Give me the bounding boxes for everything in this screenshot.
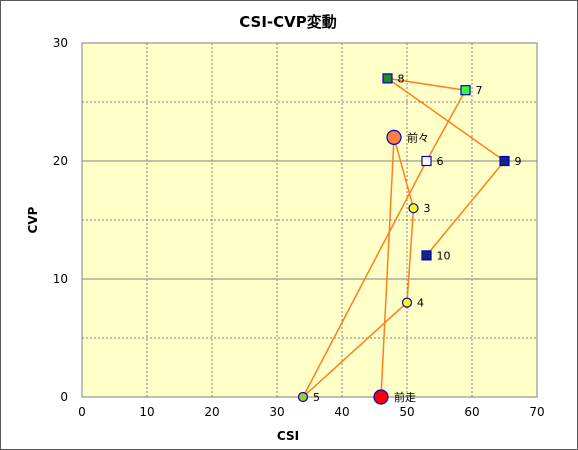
x-axis-label: CSI [277, 429, 299, 443]
x-tick-label: 50 [399, 405, 414, 419]
data-point-label: 7 [476, 84, 483, 97]
x-tick-label: 10 [139, 405, 154, 419]
data-point-label: 5 [313, 391, 320, 404]
data-point-label: 8 [398, 72, 405, 85]
data-point-label: 6 [437, 155, 444, 168]
series-polyline [302, 77, 506, 398]
x-tick-label: 70 [529, 405, 544, 419]
data-point-circle [373, 389, 389, 405]
data-point-label: 10 [437, 249, 451, 262]
x-tick-label: 40 [334, 405, 349, 419]
y-tick-label: 20 [53, 154, 68, 168]
data-point-circle [297, 391, 309, 403]
data-point-square [421, 250, 432, 261]
data-markers [297, 73, 510, 405]
point-labels: 前走 前々 3 4 5 6 7 8 9 10 [313, 72, 522, 404]
data-point-label: 前々 [407, 130, 429, 144]
data-point-circle [386, 129, 402, 145]
data-point-label: 9 [515, 155, 522, 168]
data-point-square [382, 73, 393, 84]
y-tick-label: 10 [53, 272, 68, 286]
data-point-square [460, 85, 471, 96]
data-point-square [421, 155, 432, 167]
x-tick-label: 60 [464, 405, 479, 419]
axis-ticks: 0 10 20 30 40 50 60 70 0 10 20 30 [53, 36, 545, 419]
chart-title: CSI-CVP変動 [239, 13, 337, 31]
data-point-circle [408, 203, 419, 214]
data-point-square [499, 155, 510, 167]
x-tick-label: 0 [78, 405, 86, 419]
x-tick-label: 30 [269, 405, 284, 419]
data-point-label: 4 [417, 297, 424, 310]
data-point-label: 前走 [394, 390, 416, 404]
series-line [302, 77, 506, 398]
plot-area [81, 42, 538, 398]
grid-lines [82, 43, 537, 397]
data-point-circle [401, 297, 413, 308]
y-tick-label: 0 [60, 390, 68, 404]
x-tick-label: 20 [204, 405, 219, 419]
y-axis-label: CVP [26, 206, 40, 233]
data-point-label: 3 [424, 202, 431, 215]
y-tick-label: 30 [53, 36, 68, 50]
